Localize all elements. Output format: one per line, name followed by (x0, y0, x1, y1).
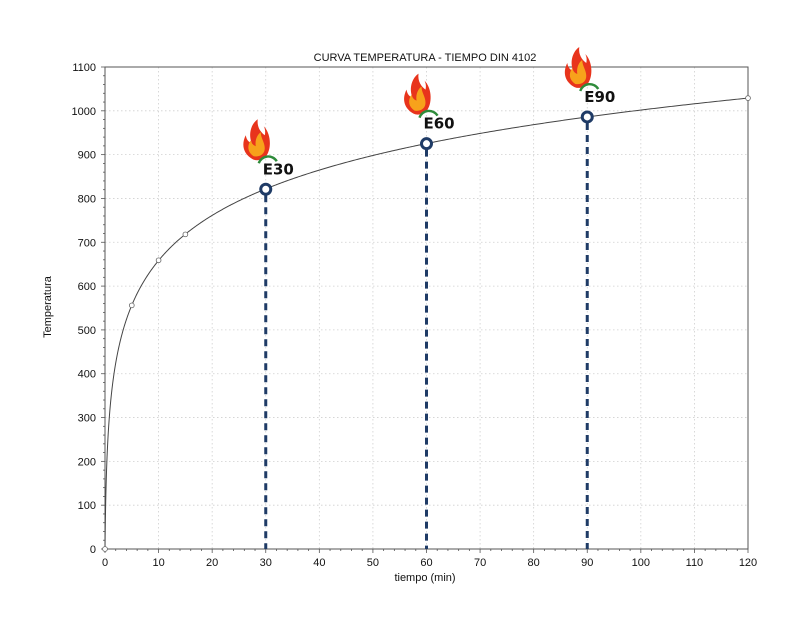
rating-marker-point (580, 110, 594, 124)
y-tick-label: 200 (78, 456, 96, 468)
x-tick-label: 100 (632, 557, 650, 569)
x-tick-label: 60 (420, 557, 432, 569)
x-tick-label: 30 (260, 557, 272, 569)
x-axis-label: tiempo (min) (394, 572, 455, 584)
x-tick-label: 10 (152, 557, 164, 569)
flame-inner (569, 59, 587, 85)
x-tick-label: 110 (686, 557, 704, 569)
flame-inner (248, 132, 265, 157)
chart-title: CURVA TEMPERATURA - TIEMPO DIN 4102 (314, 52, 537, 64)
y-tick-label: 1100 (72, 62, 96, 74)
data-point (102, 546, 108, 552)
y-axis-label: Temperatura (42, 275, 54, 338)
fire-icon (404, 73, 439, 119)
fire-rating-markers: E30 E60 E90 (243, 46, 615, 549)
rating-label: E60 (424, 115, 455, 133)
y-tick-label: 300 (78, 413, 96, 425)
x-tick-label: 20 (206, 557, 218, 569)
fire-icon (564, 46, 600, 92)
data-point (155, 257, 162, 264)
data-point (128, 302, 135, 309)
x-tick-label: 80 (528, 557, 540, 569)
rating-label: E90 (584, 88, 615, 106)
rating-marker-point (259, 182, 273, 196)
y-tick-label: 600 (78, 281, 96, 293)
y-tick-label: 100 (78, 500, 96, 512)
y-tick-label: 500 (78, 325, 96, 337)
x-tick-label: 70 (474, 557, 486, 569)
x-tick-label: 90 (581, 557, 593, 569)
rating-marker-point (420, 137, 433, 151)
tick-labels: 0 10 20 30 40 50 60 70 80 90 100 110 120 0 100 200 300 40… (72, 62, 758, 569)
fire-icon (243, 119, 278, 164)
data-point (745, 95, 751, 101)
flame-inner (409, 86, 426, 111)
y-tick-label: 700 (78, 237, 96, 249)
y-tick-label: 0 (90, 544, 96, 556)
x-tick-label: 40 (313, 557, 325, 569)
x-tick-label: 0 (102, 557, 108, 569)
green-arc (579, 82, 600, 92)
x-tick-label: 120 (739, 557, 757, 569)
green-arc (257, 155, 278, 164)
rating-label: E30 (263, 160, 294, 178)
y-tick-label: 400 (78, 369, 96, 381)
data-point (182, 231, 189, 238)
y-tick-label: 800 (78, 193, 96, 205)
x-tick-label: 50 (367, 557, 379, 569)
green-arc (418, 109, 439, 119)
y-tick-label: 900 (78, 150, 96, 162)
y-tick-label: 1000 (72, 106, 96, 118)
